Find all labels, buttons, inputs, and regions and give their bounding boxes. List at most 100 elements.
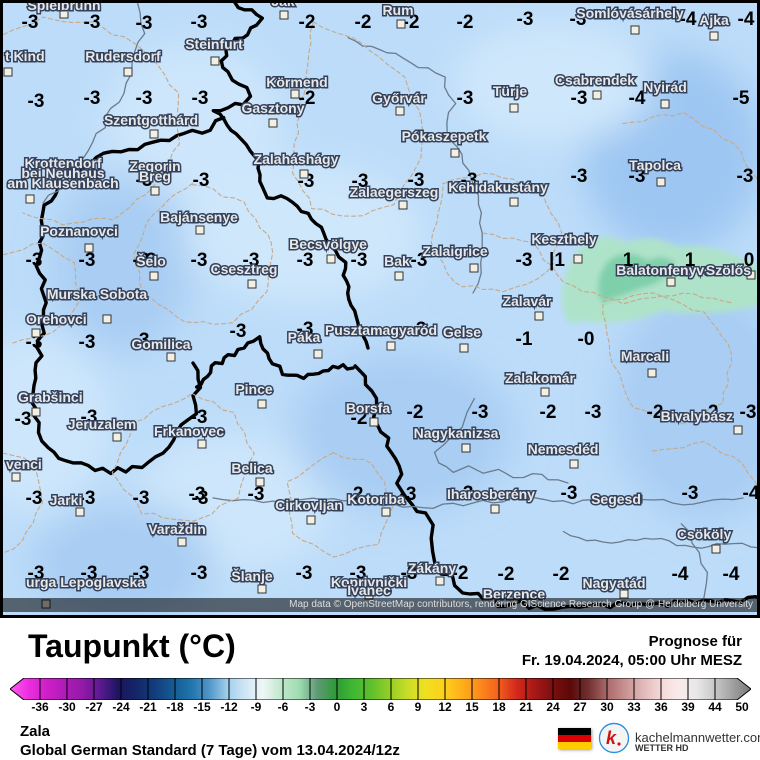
svg-text:-3: -3: [22, 12, 39, 33]
svg-text:-1: -1: [516, 329, 533, 350]
svg-text:-3: -3: [191, 250, 208, 271]
svg-text:Breg: Breg: [139, 168, 171, 184]
svg-text:Zalakomár: Zalakomár: [505, 370, 576, 386]
svg-text:Zalavár: Zalavár: [502, 293, 552, 309]
svg-text:Zákány: Zákány: [408, 560, 456, 576]
svg-text:venci: venci: [6, 456, 42, 472]
svg-text:-2: -2: [540, 402, 557, 423]
svg-text:Bajánsenye: Bajánsenye: [160, 209, 238, 225]
svg-text:-3: -3: [571, 166, 588, 187]
svg-text:-3: -3: [561, 483, 578, 504]
svg-text:Rudersdorf: Rudersdorf: [85, 48, 161, 64]
svg-text:-2: -2: [299, 12, 316, 33]
svg-text:Segesd: Segesd: [591, 491, 641, 507]
svg-text:Borsfa: Borsfa: [346, 400, 391, 416]
svg-text:Murska Sobota: Murska Sobota: [47, 286, 148, 302]
svg-text:-3: -3: [230, 321, 247, 342]
svg-text:Iharosberény: Iharosberény: [447, 486, 535, 502]
svg-text:Nemesdéd: Nemesdéd: [528, 441, 599, 457]
svg-text:-3: -3: [296, 563, 313, 584]
svg-text:Ivanec: Ivanec: [347, 582, 391, 598]
svg-text:Nyirád: Nyirád: [643, 79, 687, 95]
svg-text:Zalaegerszeg: Zalaegerszeg: [350, 184, 439, 200]
svg-text:Jak: Jak: [271, 3, 295, 9]
svg-text:Somlóvásárhely: Somlóvásárhely: [576, 5, 684, 21]
svg-text:-3: -3: [737, 166, 754, 187]
svg-text:-3: -3: [136, 88, 153, 109]
svg-text:-3: -3: [191, 563, 208, 584]
svg-text:-3: -3: [472, 402, 489, 423]
svg-text:-3: -3: [79, 332, 96, 353]
svg-text:Győrvár: Győrvár: [372, 90, 426, 106]
svg-text:Jeruzalem: Jeruzalem: [68, 416, 136, 432]
svg-text:-3: -3: [26, 488, 43, 509]
svg-text:Rum: Rum: [382, 3, 413, 18]
svg-text:-3: -3: [517, 9, 534, 30]
svg-text:-3: -3: [192, 88, 209, 109]
svg-text:Szölős: Szölős: [706, 262, 751, 278]
svg-text:Keszthely: Keszthely: [531, 231, 597, 247]
svg-text:|1: |1: [549, 250, 565, 271]
svg-text:Bivalybász: Bivalybász: [661, 408, 733, 424]
svg-text:Grabšinci: Grabšinci: [18, 389, 83, 405]
svg-text:Šlanje: Šlanje: [231, 567, 272, 584]
svg-text:-3: -3: [571, 88, 588, 109]
svg-text:Páka: Páka: [288, 329, 321, 345]
svg-text:Varaždin: Varaždin: [148, 521, 206, 537]
svg-text:Balatonfenyves: Balatonfenyves: [616, 262, 720, 278]
svg-text:-3: -3: [682, 483, 699, 504]
svg-text:-4: -4: [672, 564, 689, 585]
svg-text:Kotoriba: Kotoriba: [347, 491, 405, 507]
svg-text:Šelo: Šelo: [136, 252, 166, 269]
svg-text:-3: -3: [585, 402, 602, 423]
svg-text:Tapolca: Tapolca: [629, 157, 681, 173]
svg-text:-3: -3: [26, 250, 43, 271]
svg-text:Gelse: Gelse: [443, 324, 481, 340]
svg-text:-3: -3: [248, 484, 265, 505]
svg-text:am Klausenbach: am Klausenbach: [7, 175, 118, 191]
svg-text:Cirkovljan: Cirkovljan: [275, 497, 343, 513]
svg-text:Türje: Türje: [493, 83, 527, 99]
svg-text:urga Lepoglavska: urga Lepoglavska: [26, 574, 145, 590]
svg-text:WETTER HD: WETTER HD: [635, 743, 689, 753]
svg-text:Pusztamagyaród: Pusztamagyaród: [325, 322, 437, 338]
svg-text:-4: -4: [738, 9, 755, 30]
svg-text:k: k: [606, 728, 617, 748]
svg-text:-3: -3: [351, 250, 368, 271]
svg-text:-3: -3: [191, 12, 208, 33]
svg-text:-3: -3: [84, 88, 101, 109]
svg-text:Csököly: Csököly: [677, 526, 732, 542]
svg-text:Csabrendek: Csabrendek: [555, 72, 635, 88]
svg-text:Zalaháshágy: Zalaháshágy: [254, 151, 339, 167]
svg-text:Jarki: Jarki: [50, 492, 83, 508]
svg-text:-3: -3: [516, 250, 533, 271]
svg-text:-5: -5: [733, 88, 750, 109]
svg-text:-3: -3: [84, 12, 101, 33]
svg-text:Csesztreg: Csesztreg: [211, 261, 278, 277]
svg-text:Szentgotthárd: Szentgotthárd: [104, 112, 198, 128]
svg-text:-2: -2: [407, 402, 424, 423]
svg-text:Gomilica: Gomilica: [131, 336, 190, 352]
svg-text:Bak: Bak: [384, 253, 410, 269]
svg-text:-3: -3: [133, 488, 150, 509]
svg-text:Belica: Belica: [231, 460, 272, 476]
svg-text:Poznanovci: Poznanovci: [40, 223, 118, 239]
svg-text:Zalaigrice: Zalaigrice: [422, 243, 488, 259]
svg-text:Körmend: Körmend: [266, 74, 327, 90]
svg-text:t Kind: t Kind: [5, 48, 45, 64]
svg-text:-4: -4: [743, 483, 757, 504]
svg-text:-3: -3: [297, 250, 314, 271]
svg-text:Marcali: Marcali: [621, 348, 669, 364]
svg-text:Kehidakustány: Kehidakustány: [448, 179, 548, 195]
svg-text:Nagyatád: Nagyatád: [582, 575, 645, 591]
svg-text:-3: -3: [457, 88, 474, 109]
svg-text:Steinfurt: Steinfurt: [185, 36, 243, 52]
svg-text:Pókaszepetk: Pókaszepetk: [402, 128, 487, 144]
svg-text:Becsvölgye: Becsvölgye: [289, 236, 367, 252]
svg-text:Nagykanizsa: Nagykanizsa: [414, 425, 499, 441]
svg-text:-2: -2: [498, 564, 515, 585]
svg-text:Spielbrunn: Spielbrunn: [27, 3, 100, 13]
svg-text:-3: -3: [79, 250, 96, 271]
svg-text:-0: -0: [578, 329, 595, 350]
svg-text:Frkanovec: Frkanovec: [154, 423, 224, 439]
